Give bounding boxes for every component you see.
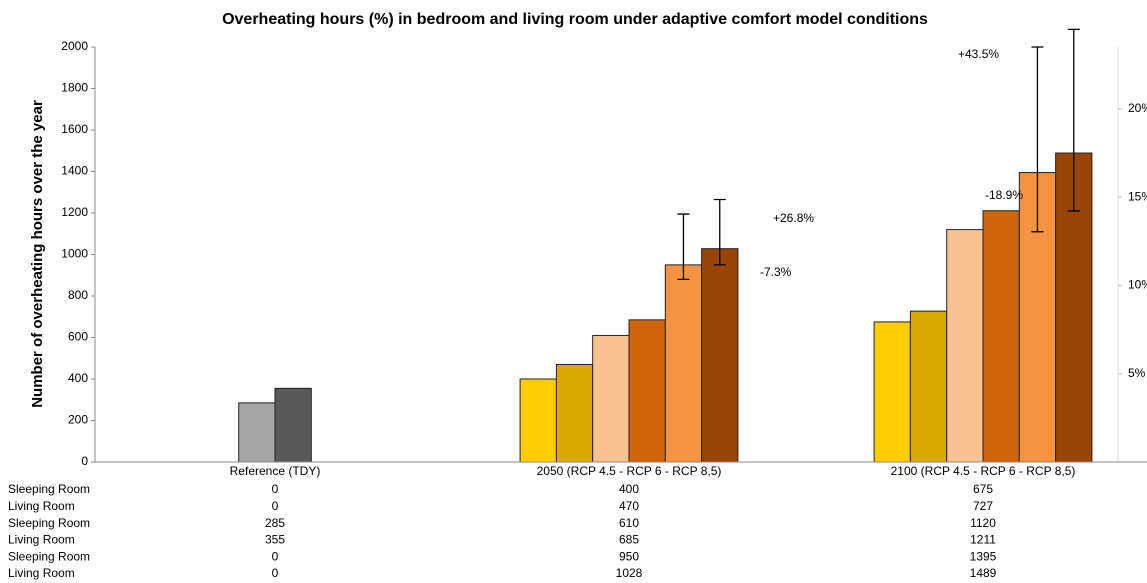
bar [982, 210, 1020, 463]
table-cell: 950 [619, 549, 639, 563]
y-tick-label: 0 [81, 454, 88, 468]
table-row-label: Living Room [8, 533, 75, 547]
annotation: +26.8% [773, 211, 814, 225]
table-cell: 355 [265, 533, 285, 547]
y2-tick-label: 5% [1128, 366, 1146, 380]
error-bar [677, 213, 690, 281]
y-tick-label: 200 [68, 413, 88, 427]
y-tick-label: 1800 [61, 81, 88, 95]
table-cell: 727 [973, 499, 993, 513]
table-cell: 0 [272, 566, 279, 580]
error-bar [1067, 28, 1080, 212]
y-tick-label: 1400 [61, 164, 88, 178]
bar [664, 264, 703, 463]
table-cell: 0 [272, 482, 279, 496]
y2-tick-label: 20% [1128, 101, 1147, 115]
y-tick-label: 1600 [61, 122, 88, 136]
bar [592, 334, 630, 463]
table-row-label: Sleeping Room [8, 482, 90, 496]
y2-tick-label: 10% [1128, 278, 1147, 292]
x-tick-label: 2050 (RCP 4.5 - RCP 6 - RCP 8,5) [537, 464, 722, 478]
bar [946, 229, 984, 463]
x-tick-label: 2100 (RCP 4.5 - RCP 6 - RCP 8,5) [891, 464, 1076, 478]
y-axis-label: Number of overheating hours over the yea… [29, 100, 46, 408]
bar [909, 310, 948, 463]
y2-tick-label: 15% [1128, 189, 1147, 203]
x-tick-label: Reference (TDY) [230, 464, 321, 478]
error-bar [713, 198, 726, 266]
table-cell: 1211 [970, 533, 996, 547]
y-tick-label: 400 [68, 371, 88, 385]
bar [628, 319, 666, 463]
table-cell: 1395 [970, 549, 997, 563]
error-bar [1031, 46, 1044, 233]
table-row-label: Sleeping Room [8, 549, 90, 563]
bar [701, 248, 739, 463]
table-cell: 610 [619, 516, 639, 530]
table-cell: 675 [973, 482, 993, 496]
table-row-label: Sleeping Room [8, 516, 90, 530]
table-row-label: Living Room [8, 566, 75, 580]
annotation: +43.5% [958, 47, 999, 61]
bar [555, 363, 594, 463]
y-tick-label: 1000 [61, 247, 88, 261]
table-cell: 285 [265, 516, 285, 530]
annotation: -7.3% [760, 265, 792, 279]
table-cell: 0 [272, 549, 279, 563]
table-cell: 1489 [970, 566, 997, 580]
y-tick-label: 800 [68, 288, 88, 302]
bar [238, 402, 276, 463]
y-tick-label: 2000 [61, 39, 88, 53]
table-cell: 685 [619, 533, 639, 547]
y-tick-label: 1200 [61, 205, 88, 219]
bar [873, 321, 911, 463]
table-cell: 400 [619, 482, 639, 496]
annotation: -18.9% [985, 188, 1023, 202]
table-cell: 1120 [970, 516, 996, 530]
table-cell: 470 [619, 499, 639, 513]
chart-title: Overheating hours (%) in bedroom and liv… [222, 11, 928, 28]
bar [519, 378, 557, 463]
y-tick-label: 600 [68, 330, 88, 344]
table-cell: 0 [272, 499, 279, 513]
table-cell: 1028 [616, 566, 643, 580]
bar [274, 387, 312, 463]
table-row-label: Living Room [8, 499, 75, 513]
